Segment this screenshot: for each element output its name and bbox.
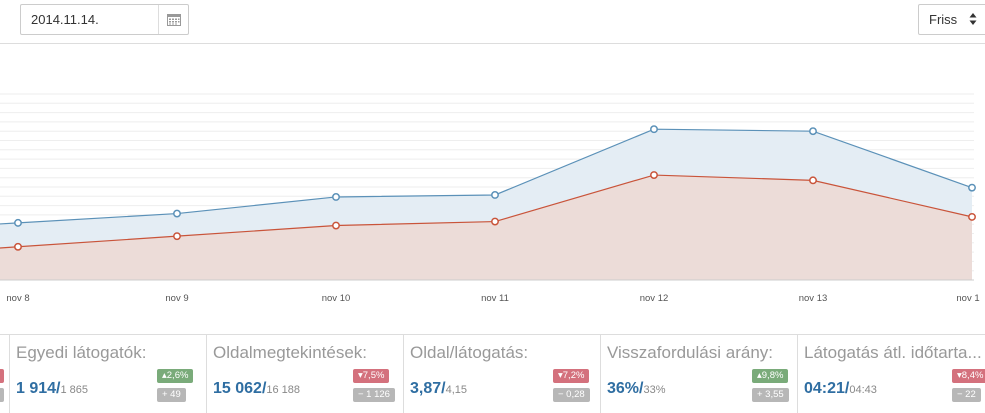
absolute-change-badge: − 1 126 [353,388,395,402]
x-tick-label: nov 10 [322,293,351,304]
partial-badge [0,369,4,383]
stat-card: Oldalmegtekintések: 15 062/16 188 ▾7,5% − 1… [206,335,403,413]
stat-value: 1 914/1 865 [16,380,88,398]
data-point [14,218,22,227]
stat-title: Visszafordulási arány: [607,343,773,362]
x-tick-label: nov 8 [6,293,29,304]
percent-change-badge: ▾7,5% [353,369,390,383]
data-point [173,209,181,218]
stat-previous: 16 188 [266,384,301,396]
calendar-button[interactable] [158,5,188,34]
calendar-icon [166,14,181,26]
stat-current: 3,87/ [410,380,446,397]
x-tick-label: nov 9 [165,293,188,304]
percent-change-badge: ▴9,8% [752,369,789,383]
x-tick-label: nov 13 [799,293,828,304]
data-point [968,212,976,221]
date-picker[interactable] [20,4,189,35]
series-line [0,174,973,249]
stat-card: Egyedi látogatók: 1 914/1 865 ▴2,6% + 49 [9,335,206,413]
stat-value: 04:21/04:43 [804,380,877,398]
data-point [491,217,499,226]
data-point [173,232,181,241]
x-tick-label: nov 1 [956,293,979,304]
stat-previous: 4,15 [445,384,468,396]
data-point [332,193,340,201]
refresh-label: Friss [929,12,958,27]
stat-card: Oldal/látogatás: 3,87/4,15 ▾7,2% − 0,28 [403,335,600,413]
data-point [332,221,340,230]
stat-title: Oldal/látogatás: [410,343,529,362]
series-area [0,175,972,280]
data-point [650,171,658,179]
data-point [809,176,817,185]
stat-value: 36%/33% [607,380,666,398]
refresh-select[interactable]: Friss [918,4,985,35]
series-line [0,128,973,225]
sort-arrows-icon [969,13,977,25]
absolute-change-badge: − 22 [952,388,981,402]
stat-value: 3,87/4,15 [410,380,467,398]
data-point [14,242,22,251]
stat-previous: 33% [643,384,666,396]
stat-title: Egyedi látogatók: [16,343,147,362]
data-point [491,191,499,199]
stat-title: Látogatás átl. időtarta... [804,343,982,362]
percent-change-badge: ▾7,2% [553,369,590,383]
stat-current: 15 062/ [213,380,267,397]
stat-card: Látogatás átl. időtarta... 04:21/04:43 ▾8,… [797,335,985,413]
data-point [809,127,817,136]
x-tick-label: nov 12 [640,293,669,304]
stats-bar: Egyedi látogatók: 1 914/1 865 ▴2,6% + 49 Old… [0,334,985,413]
partial-badge [0,388,4,402]
toolbar: Friss [0,0,985,44]
x-tick-label: nov 11 [481,293,509,304]
stat-previous: 1 865 [60,384,89,396]
stat-title: Oldalmegtekintések: [213,343,368,362]
absolute-change-badge: + 3,55 [752,388,789,402]
data-point [650,125,658,134]
absolute-change-badge: − 0,28 [553,388,590,402]
stat-value: 15 062/16 188 [213,380,300,398]
percent-change-badge: ▴2,6% [157,369,194,383]
date-input[interactable] [21,5,159,34]
stat-previous: 04:43 [849,384,877,396]
percent-change-badge: ▾8,4% [952,369,985,383]
stat-current: 04:21/ [804,380,850,397]
stat-current: 36%/ [607,380,644,397]
stat-card: Visszafordulási arány: 36%/33% ▴9,8% + 3,55 [600,335,797,413]
absolute-change-badge: + 49 [157,388,186,402]
visitors-chart: nov 8 nov 9 nov 10 nov 11 nov 12 nov 13 nov 1 [0,93,980,304]
data-point [968,183,976,192]
stat-current: 1 914/ [16,380,61,397]
